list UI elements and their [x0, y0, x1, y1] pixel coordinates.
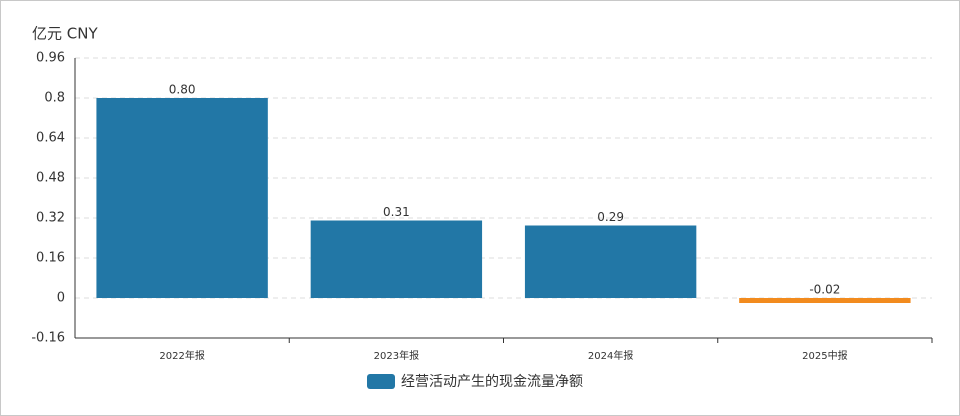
- x-tick-label: 2024年报: [588, 349, 633, 362]
- y-tick-label: 0.48: [36, 171, 65, 186]
- legend-label: 经营活动产生的现金流量净额: [401, 374, 583, 390]
- value-label: -0.02: [809, 283, 840, 297]
- x-tick-label: 2022年报: [159, 349, 204, 362]
- unit-label: 亿元 CNY: [32, 25, 98, 43]
- y-tick-label: 0.96: [36, 51, 65, 66]
- y-tick-label: 0.32: [36, 211, 65, 226]
- bar: [739, 298, 911, 303]
- x-tick-label: 2025中报: [802, 349, 847, 362]
- legend-swatch: [367, 374, 395, 389]
- y-tick-label: 0.64: [36, 131, 65, 146]
- y-tick-label: 0.8: [44, 91, 65, 106]
- value-label: 0.29: [597, 210, 624, 224]
- bar: [524, 225, 697, 298]
- bar: [310, 220, 483, 298]
- y-tick-label: 0.16: [36, 251, 65, 266]
- value-label: 0.31: [383, 205, 410, 219]
- x-tick-label: 2023年报: [374, 349, 419, 362]
- bar: [96, 98, 268, 298]
- value-label: 0.80: [169, 83, 196, 97]
- y-tick-label: -0.16: [31, 331, 65, 346]
- y-tick-label: 0: [57, 291, 65, 306]
